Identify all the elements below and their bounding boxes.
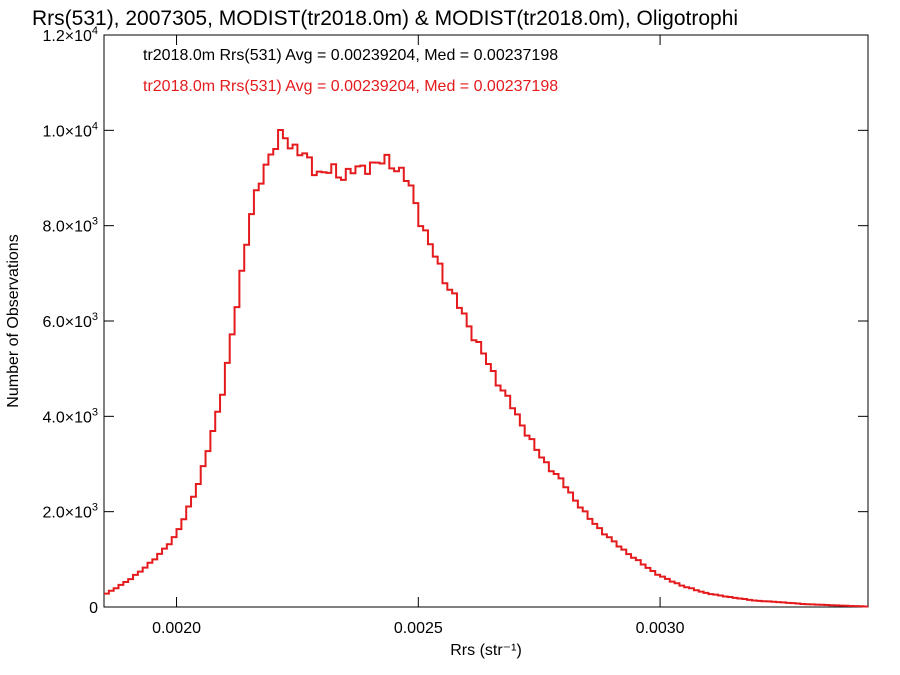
x-tick-label: 0.0020 bbox=[152, 620, 201, 637]
y-tick-label: 4.0×103 bbox=[42, 406, 98, 426]
x-axis-label: Rrs (str⁻¹) bbox=[450, 642, 522, 659]
y-tick-label: 1.2×104 bbox=[42, 25, 98, 45]
y-axis-label: Number of Observations bbox=[5, 234, 22, 407]
y-axis: 0 2.0×103 4.0×103 6.0×103 8.0×103 1.0×104 1.2×… bbox=[42, 25, 868, 617]
legend-entry-red: tr2018.0m Rrs(531) Avg = 0.00239204, Med… bbox=[143, 78, 558, 95]
histogram-series bbox=[104, 128, 868, 608]
x-axis: 0.0020 0.0025 0.0030 bbox=[152, 35, 685, 637]
y-tick-label: 8.0×103 bbox=[42, 216, 98, 236]
y-tick-label: 2.0×103 bbox=[42, 502, 98, 522]
y-tick-label: 6.0×103 bbox=[42, 311, 98, 331]
x-tick-label: 0.0025 bbox=[394, 620, 443, 637]
y-tick-label: 0 bbox=[89, 600, 98, 617]
chart-title: Rrs(531), 2007305, MODIST(tr2018.0m) & M… bbox=[32, 7, 738, 30]
x-tick-label: 0.0030 bbox=[636, 620, 685, 637]
legend-entry-black: tr2018.0m Rrs(531) Avg = 0.00239204, Med… bbox=[143, 47, 558, 64]
y-tick-label: 1.0×104 bbox=[42, 120, 98, 140]
